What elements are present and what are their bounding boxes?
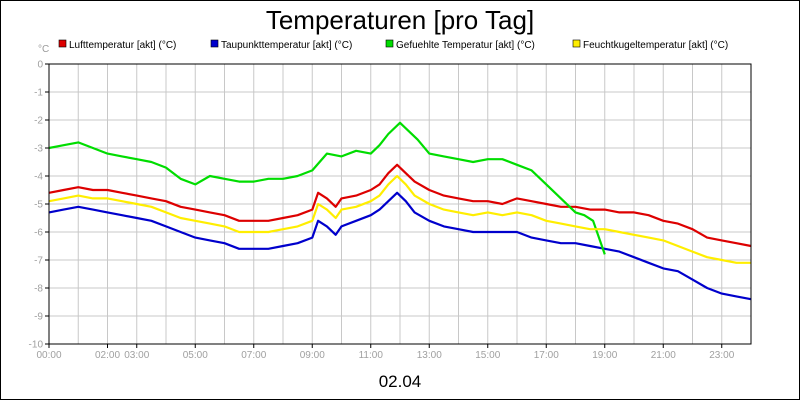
y-tick-label: -3: [34, 144, 43, 155]
y-tick-label: 0: [37, 60, 43, 71]
date-label: 02.04: [379, 372, 422, 391]
series-lines: [48, 121, 752, 301]
legend-label-feuchtkugeltemperatur: Feuchtkugeltemperatur [akt] (°C): [583, 40, 728, 51]
y-axis-unit: °C: [38, 44, 49, 55]
x-tick-label: 00:00: [36, 350, 61, 361]
series-taupunkttemperatur: [48, 191, 752, 301]
y-tick-label: -10: [29, 340, 44, 351]
y-tick-label: -9: [34, 312, 43, 323]
y-tick-label: -7: [34, 256, 43, 267]
x-tick-label: 02:00: [95, 350, 120, 361]
x-tick-label: 11:00: [359, 350, 384, 361]
x-tick-label: 13:00: [417, 350, 442, 361]
x-axis-ticks: 00:00 02:00 03:00 05:00 07:00 09:00 11:00 13:00…: [36, 344, 735, 361]
x-tick-label: 21:00: [651, 350, 676, 361]
series-gefuehlte-temperatur: [48, 121, 606, 255]
x-tick-label: 07:00: [241, 350, 266, 361]
y-axis-ticks: 0 -1 -2 -3 -4 -5 -6 -7 -8 -9 -10: [29, 60, 49, 351]
x-tick-label: 15:00: [475, 350, 500, 361]
y-tick-label: -5: [34, 200, 43, 211]
legend-swatch-feuchtkugeltemperatur: [572, 39, 581, 48]
legend-swatch-lufttemperatur: [58, 39, 67, 48]
legend-swatch-taupunkttemperatur: [210, 39, 219, 48]
y-tick-label: -1: [34, 88, 43, 99]
y-tick-label: -6: [34, 228, 43, 239]
x-tick-label: 17:00: [534, 350, 559, 361]
x-tick-label: 23:00: [709, 350, 734, 361]
legend: Lufttemperatur [akt] (°C) Taupunkttemper…: [58, 39, 728, 51]
y-tick-label: -2: [34, 116, 43, 127]
x-tick-label: 19:00: [592, 350, 617, 361]
chart-title: Temperaturen [pro Tag]: [266, 5, 534, 35]
y-tick-label: -4: [34, 172, 43, 183]
x-tick-label: 05:00: [183, 350, 208, 361]
legend-swatch-gefuehlte-temperatur: [385, 39, 394, 48]
y-tick-label: -8: [34, 284, 43, 295]
plot-area-border: [48, 63, 752, 345]
grid: [48, 63, 752, 345]
x-tick-label: 09:00: [300, 350, 325, 361]
legend-label-gefuehlte-temperatur: Gefuehlte Temperatur [akt] (°C): [396, 40, 535, 51]
series-lufttemperatur: [48, 163, 752, 248]
series-feuchtkugeltemperatur: [48, 174, 751, 264]
legend-label-lufttemperatur: Lufttemperatur [akt] (°C): [69, 40, 176, 51]
legend-label-taupunkttemperatur: Taupunkttemperatur [akt] (°C): [221, 40, 352, 51]
x-tick-label: 03:00: [124, 350, 149, 361]
